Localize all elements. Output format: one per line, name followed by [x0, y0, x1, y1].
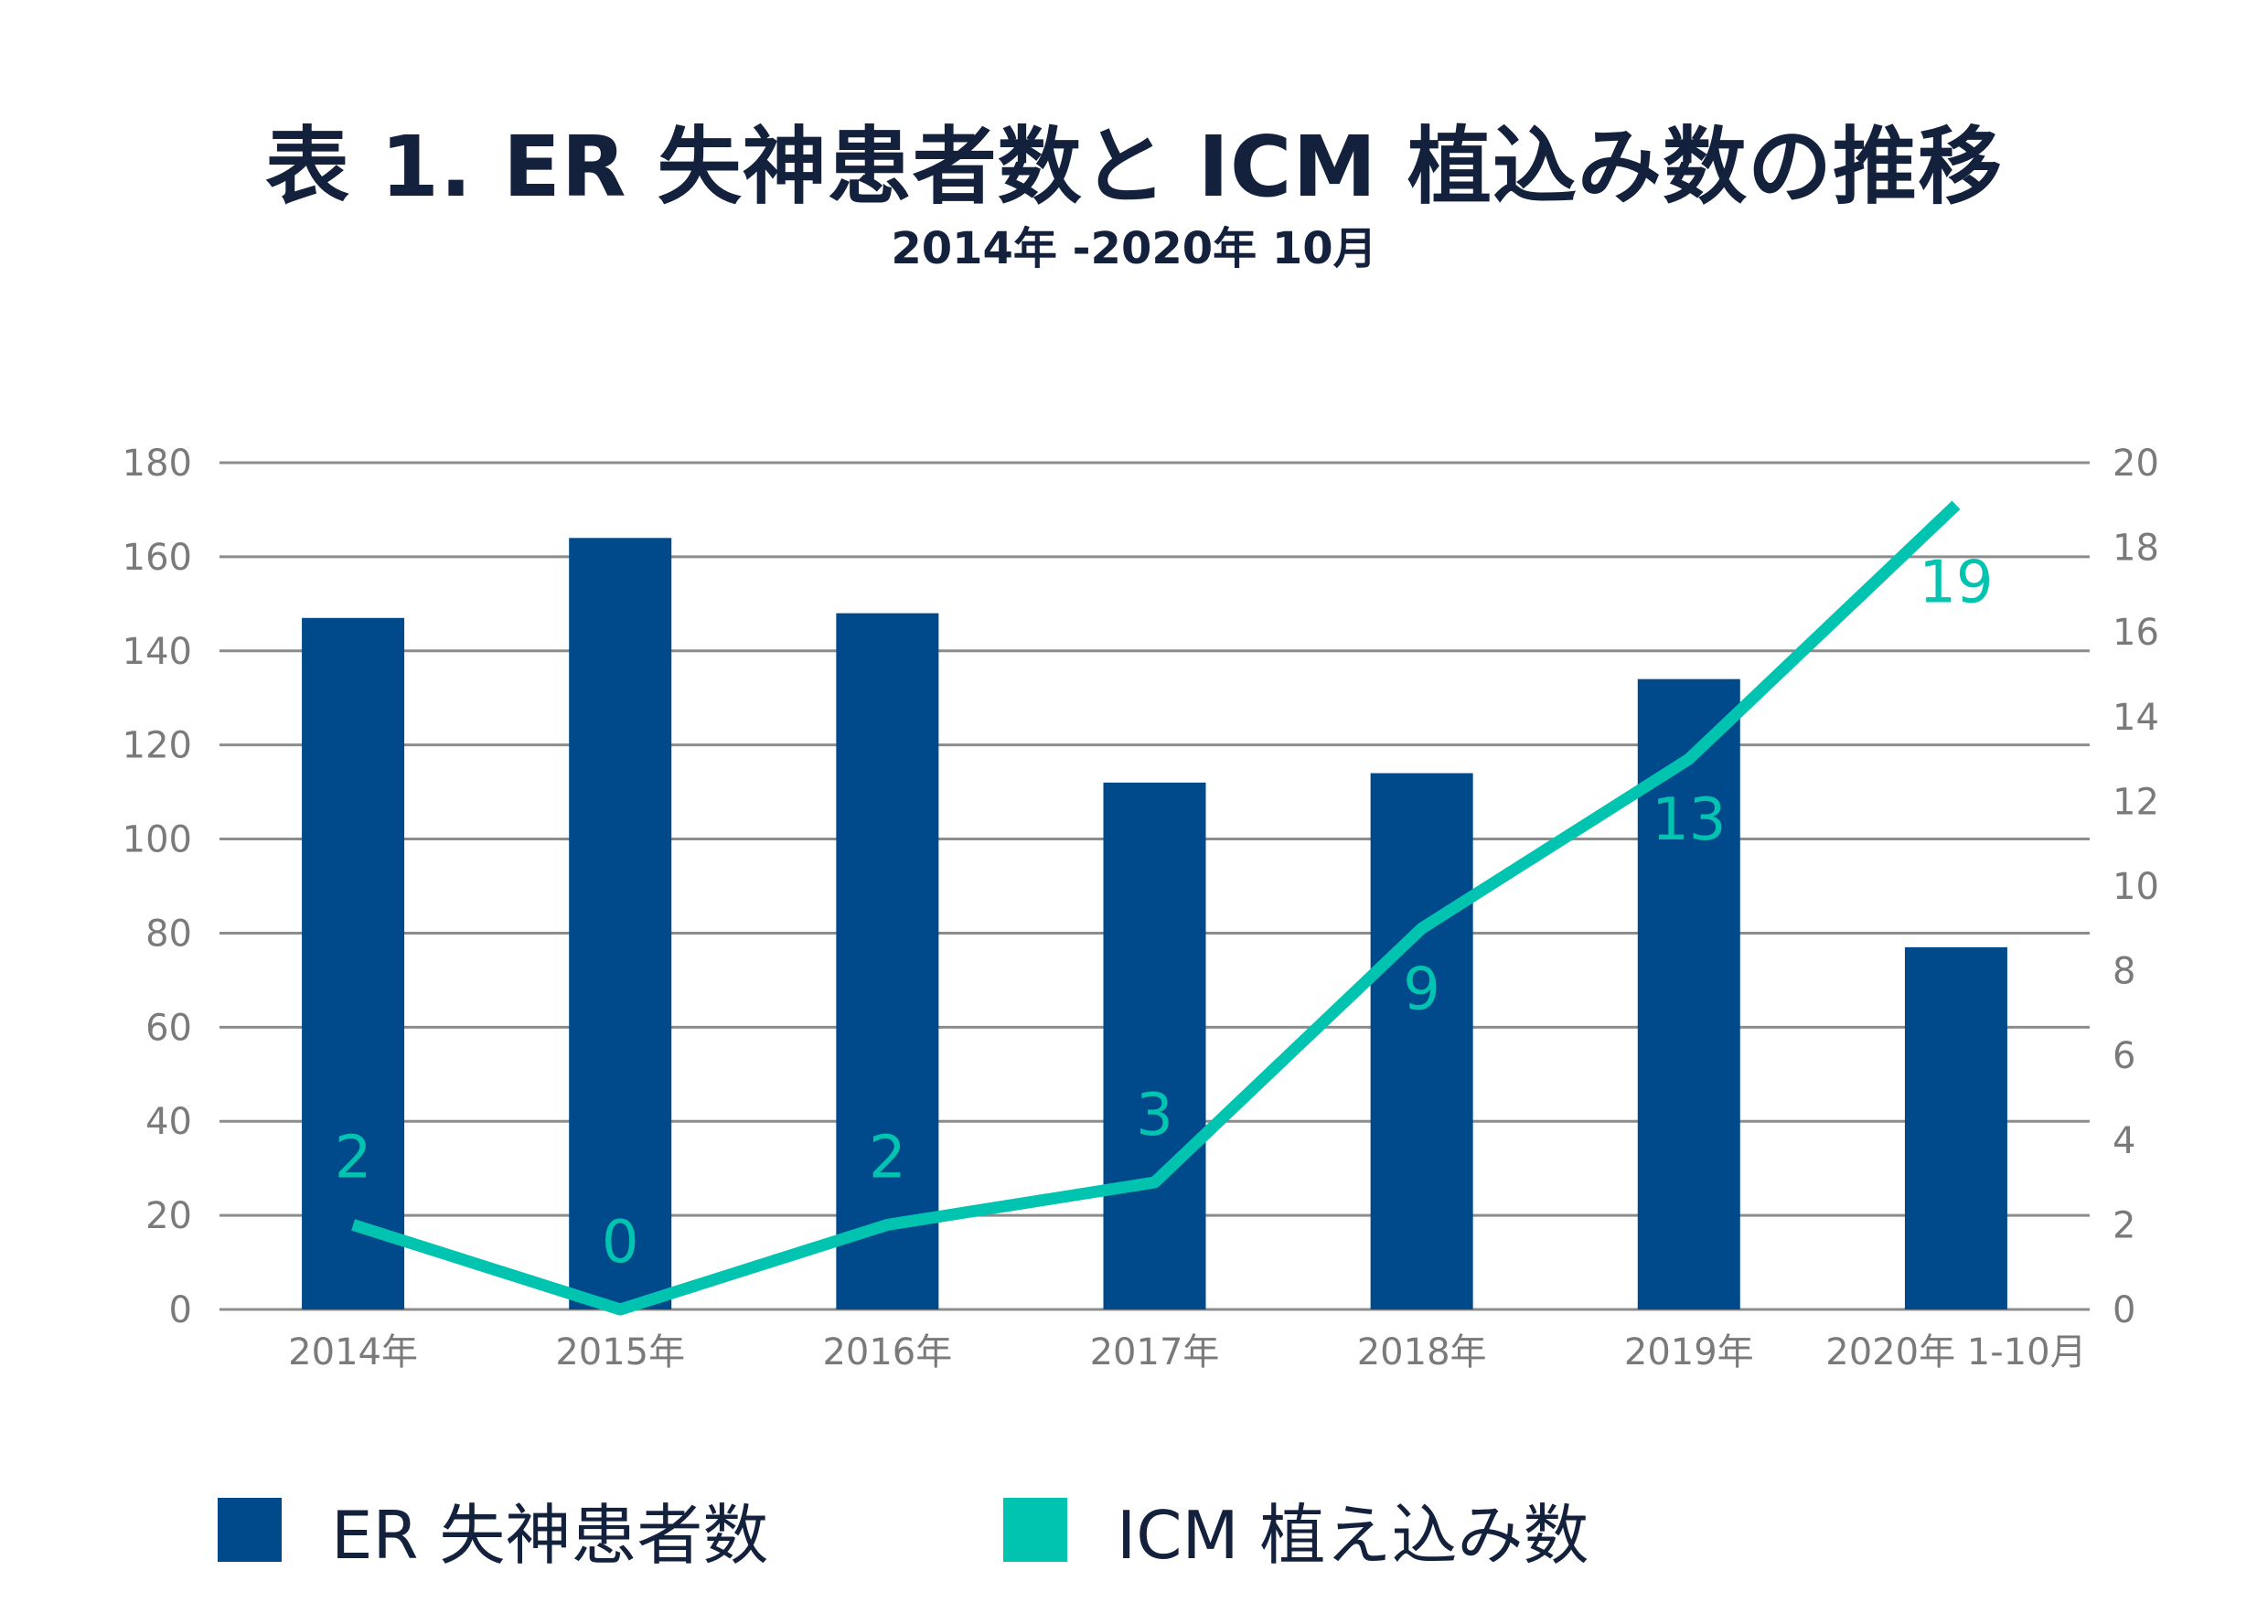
legend-item-bar: ER 失神患者数 — [218, 1481, 768, 1577]
y-left-tick-label: 120 — [123, 725, 192, 767]
data-labels: 2 0 2 3 9 13 19 — [335, 549, 1994, 1277]
y-right-tick-label: 20 — [2113, 443, 2159, 485]
legend-swatch-line — [1003, 1497, 1067, 1562]
y-right-tick-label: 0 — [2113, 1289, 2135, 1331]
legend-label-bar: ER 失神患者数 — [331, 1497, 769, 1574]
bar — [1637, 678, 1740, 1309]
y-right-tick-label: 4 — [2113, 1120, 2135, 1162]
bar-series — [302, 538, 2007, 1309]
line-data-label: 9 — [1403, 956, 1440, 1023]
y-right-tick-label: 10 — [2113, 866, 2159, 908]
line-series — [351, 500, 1961, 1316]
line-data-label: 3 — [1136, 1082, 1173, 1149]
line-point — [886, 1223, 888, 1225]
line-point — [619, 1309, 621, 1310]
axes: 0204060801001201401601800246810121416182… — [123, 443, 2159, 1373]
line-point — [1154, 1181, 1156, 1183]
x-tick-label: 2016年 — [822, 1331, 952, 1373]
x-tick-label: 2019年 — [1624, 1331, 1754, 1373]
y-left-tick-label: 20 — [145, 1195, 192, 1237]
y-left-tick-label: 80 — [145, 913, 192, 955]
y-right-tick-label: 2 — [2113, 1204, 2135, 1246]
bar — [302, 617, 405, 1309]
chart-title: 表 1. ER 失神患者数と ICM 植込み数の推移 — [264, 118, 2004, 216]
y-right-tick-label: 18 — [2113, 528, 2159, 570]
legend-item-line: ICM 植え込み数 — [1003, 1481, 1589, 1577]
y-left-tick-label: 140 — [123, 631, 192, 673]
bar — [1103, 782, 1206, 1309]
line-data-label: 2 — [869, 1124, 906, 1191]
line-point — [352, 1223, 354, 1225]
series-line — [351, 500, 1961, 1316]
y-left-tick-label: 160 — [123, 537, 192, 579]
y-right-tick-label: 8 — [2113, 951, 2135, 993]
x-tick-label: 2015年 — [555, 1331, 685, 1373]
bar — [569, 538, 672, 1309]
x-tick-label: 2020年 1-10月 — [1825, 1331, 2086, 1373]
line-data-label: 0 — [602, 1209, 639, 1277]
x-tick-label: 2018年 — [1357, 1331, 1487, 1373]
x-tick-label: 2014年 — [288, 1331, 418, 1373]
line-point — [1421, 927, 1423, 929]
y-right-tick-label: 6 — [2113, 1035, 2135, 1077]
y-right-tick-label: 16 — [2113, 612, 2159, 654]
bar — [1904, 946, 2007, 1309]
line-data-label: 19 — [1919, 549, 1993, 616]
line-data-label: 2 — [335, 1124, 372, 1191]
line-point — [1688, 758, 1690, 760]
legend-swatch-bar — [218, 1497, 282, 1562]
y-left-tick-label: 100 — [123, 819, 192, 861]
y-left-tick-label: 60 — [145, 1007, 192, 1049]
y-left-tick-label: 40 — [145, 1101, 192, 1143]
y-right-tick-label: 12 — [2113, 781, 2159, 823]
y-left-tick-label: 180 — [123, 443, 192, 485]
line-point — [1955, 504, 1957, 506]
x-tick-label: 2017年 — [1090, 1331, 1220, 1373]
legend-label-line: ICM 植え込み数 — [1117, 1497, 1589, 1574]
line-data-label: 13 — [1652, 786, 1726, 854]
bar — [1370, 773, 1473, 1309]
bar — [836, 613, 939, 1309]
y-left-tick-label: 0 — [169, 1289, 192, 1331]
y-right-tick-label: 14 — [2113, 697, 2159, 739]
chart-subtitle: 2014年 -2020年 10月 — [891, 223, 1377, 274]
